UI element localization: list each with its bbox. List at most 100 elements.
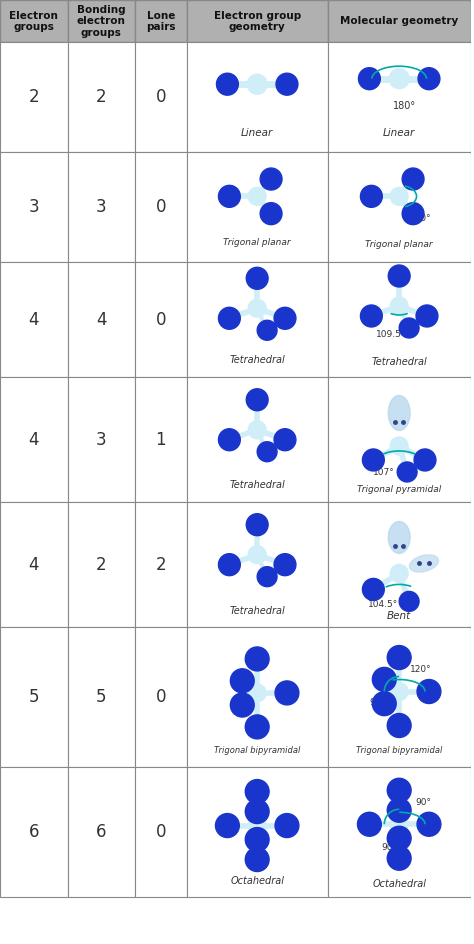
Text: 0: 0 bbox=[155, 198, 166, 216]
Text: 90°: 90° bbox=[369, 699, 385, 707]
Bar bbox=[0, 378, 67, 502]
Circle shape bbox=[373, 667, 396, 691]
Circle shape bbox=[360, 185, 383, 208]
Bar bbox=[135, 0, 187, 42]
Bar bbox=[328, 502, 471, 627]
Circle shape bbox=[417, 680, 441, 703]
Circle shape bbox=[247, 75, 267, 94]
Bar bbox=[67, 42, 135, 152]
Circle shape bbox=[248, 817, 266, 834]
Text: Electron
groups: Electron groups bbox=[9, 10, 58, 32]
Circle shape bbox=[390, 683, 408, 700]
Circle shape bbox=[387, 714, 411, 737]
Circle shape bbox=[248, 299, 266, 317]
Circle shape bbox=[390, 565, 408, 582]
Circle shape bbox=[274, 554, 296, 576]
Circle shape bbox=[248, 187, 266, 206]
Circle shape bbox=[260, 203, 282, 225]
Circle shape bbox=[248, 683, 266, 702]
Circle shape bbox=[390, 297, 408, 315]
Text: Octahedral: Octahedral bbox=[372, 879, 426, 889]
Text: Tetrahedral: Tetrahedral bbox=[229, 606, 285, 615]
Circle shape bbox=[219, 185, 240, 208]
Circle shape bbox=[246, 514, 268, 535]
Circle shape bbox=[358, 68, 380, 90]
Bar bbox=[67, 262, 135, 378]
Bar bbox=[67, 767, 135, 897]
Text: 3: 3 bbox=[28, 198, 39, 216]
Bar bbox=[0, 767, 67, 897]
Circle shape bbox=[387, 646, 411, 669]
Bar bbox=[67, 152, 135, 262]
Text: 90°: 90° bbox=[381, 843, 397, 852]
Text: Linear: Linear bbox=[383, 127, 415, 138]
Text: 0: 0 bbox=[155, 311, 166, 329]
Text: Bonding
electron
groups: Bonding electron groups bbox=[77, 5, 126, 38]
Circle shape bbox=[219, 554, 240, 576]
Text: 2: 2 bbox=[155, 556, 166, 574]
Circle shape bbox=[257, 442, 277, 462]
Bar bbox=[187, 378, 328, 502]
Text: 120°: 120° bbox=[410, 214, 432, 223]
Text: Trigonal bipyramidal: Trigonal bipyramidal bbox=[356, 746, 442, 755]
Text: 2: 2 bbox=[96, 556, 107, 574]
Bar bbox=[187, 42, 328, 152]
Circle shape bbox=[274, 429, 296, 450]
Circle shape bbox=[387, 826, 411, 851]
Text: 0: 0 bbox=[155, 89, 166, 107]
Text: Trigonal planar: Trigonal planar bbox=[365, 240, 433, 249]
Text: 2: 2 bbox=[96, 89, 107, 107]
Bar bbox=[0, 262, 67, 378]
Circle shape bbox=[230, 693, 254, 717]
Circle shape bbox=[245, 828, 269, 851]
Bar bbox=[328, 152, 471, 262]
Bar bbox=[67, 378, 135, 502]
Circle shape bbox=[360, 305, 383, 327]
Ellipse shape bbox=[388, 521, 410, 553]
Bar bbox=[67, 0, 135, 42]
Text: 1: 1 bbox=[155, 430, 166, 448]
Bar bbox=[135, 502, 187, 627]
Text: Tetrahedral: Tetrahedral bbox=[371, 358, 427, 367]
Bar bbox=[328, 767, 471, 897]
Text: Trigonal bipyramidal: Trigonal bipyramidal bbox=[214, 746, 301, 755]
Text: 0: 0 bbox=[155, 688, 166, 706]
Bar bbox=[187, 262, 328, 378]
Circle shape bbox=[402, 203, 424, 225]
Circle shape bbox=[402, 168, 424, 190]
Circle shape bbox=[397, 462, 417, 482]
Circle shape bbox=[357, 812, 381, 836]
Text: 180°: 180° bbox=[392, 101, 416, 111]
Circle shape bbox=[275, 681, 299, 705]
Circle shape bbox=[245, 715, 269, 739]
Text: 90°: 90° bbox=[415, 798, 431, 807]
Bar bbox=[187, 627, 328, 767]
Circle shape bbox=[390, 437, 408, 455]
Text: 4: 4 bbox=[96, 311, 107, 329]
Bar bbox=[67, 627, 135, 767]
Circle shape bbox=[399, 318, 419, 338]
Text: 0: 0 bbox=[155, 823, 166, 841]
Ellipse shape bbox=[388, 396, 410, 430]
Text: 109.5°: 109.5° bbox=[376, 330, 406, 339]
Circle shape bbox=[246, 267, 268, 289]
Text: 2: 2 bbox=[28, 89, 39, 107]
Text: Linear: Linear bbox=[241, 127, 273, 138]
Text: 4: 4 bbox=[28, 430, 39, 448]
Text: 4: 4 bbox=[28, 556, 39, 574]
Text: Molecular geometry: Molecular geometry bbox=[340, 16, 458, 26]
Circle shape bbox=[276, 74, 298, 95]
Circle shape bbox=[418, 68, 440, 90]
Text: Electron group
geometry: Electron group geometry bbox=[214, 10, 301, 32]
Bar bbox=[187, 0, 328, 42]
Bar bbox=[328, 378, 471, 502]
Text: 6: 6 bbox=[96, 823, 107, 841]
Bar bbox=[187, 152, 328, 262]
Circle shape bbox=[414, 449, 436, 471]
Bar bbox=[135, 262, 187, 378]
Circle shape bbox=[219, 308, 240, 329]
Circle shape bbox=[387, 799, 411, 822]
Circle shape bbox=[399, 591, 419, 612]
Bar bbox=[187, 767, 328, 897]
Text: Octahedral: Octahedral bbox=[230, 876, 284, 886]
